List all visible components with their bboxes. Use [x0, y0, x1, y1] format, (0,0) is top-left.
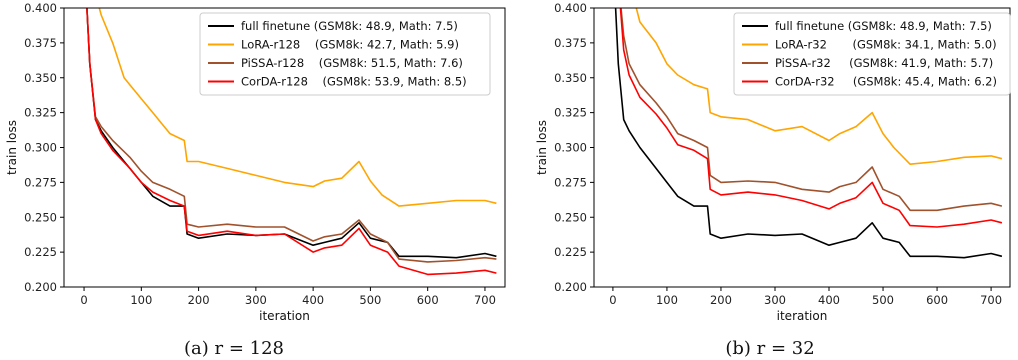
- x-tick-label: 600: [926, 293, 948, 307]
- x-tick-label: 200: [710, 293, 732, 307]
- series-line-lora-r128: [98, 8, 497, 207]
- legend-entry: full finetune (GSM8k: 48.9, Math: 7.5): [241, 19, 458, 33]
- legend-entry: full finetune (GSM8k: 48.9, Math: 7.5): [775, 19, 992, 33]
- x-axis-label: iteration: [259, 309, 310, 323]
- series-line-corda-r128: [86, 8, 497, 276]
- legend-entry: PiSSA-r32 (GSM8k: 41.9, Math: 5.7): [775, 56, 993, 70]
- y-tick-label: 0.375: [554, 36, 587, 50]
- x-tick-label: 300: [764, 293, 786, 307]
- x-tick-label: 500: [359, 293, 381, 307]
- figure-caption: (a) r = 128: [184, 338, 284, 359]
- y-tick-label: 0.375: [24, 36, 57, 50]
- legend: full finetune (GSM8k: 48.9, Math: 7.5) Lo…: [199, 12, 491, 96]
- series-group: [86, 8, 497, 276]
- y-tick-label: 0.350: [24, 71, 57, 85]
- x-tick-label: 600: [417, 293, 439, 307]
- x-tick-label: 200: [188, 293, 210, 307]
- y-tick-label: 0.250: [554, 210, 587, 224]
- x-tick-label: 100: [656, 293, 678, 307]
- x-tick-label: 400: [818, 293, 840, 307]
- y-tick-label: 0.325: [554, 106, 587, 120]
- legend: full finetune (GSM8k: 48.9, Math: 7.5) Lo…: [733, 12, 1011, 96]
- y-tick-label: 0.350: [554, 71, 587, 85]
- legend-entry: LoRA-r32 (GSM8k: 34.1, Math: 5.0): [775, 38, 997, 52]
- y-tick-label: 0.225: [24, 245, 57, 259]
- x-tick-label: 500: [872, 293, 894, 307]
- series-group: [614, 8, 1003, 259]
- y-tick-label: 0.200: [554, 280, 587, 294]
- series-line-corda-r32: [619, 8, 1003, 228]
- y-axis-label: train loss: [5, 120, 19, 175]
- chart-panel-a: 0.200 0.225 0.250 0.275 0.300 0.325 0.350 0.375…: [5, 1, 506, 359]
- series-line-full-finetune: [614, 8, 1003, 259]
- y-tick-label: 0.300: [24, 141, 57, 155]
- y-axis-label: train loss: [535, 120, 549, 175]
- y-tick-label: 0.275: [24, 175, 57, 189]
- y-tick-label: 0.275: [554, 175, 587, 189]
- legend-entry: CorDA-r32 (GSM8k: 45.4, Math: 6.2): [775, 75, 997, 89]
- chart-panel-b: 0.200 0.225 0.250 0.275 0.300 0.325 0.350 0.375…: [535, 1, 1011, 359]
- x-tick-label: 0: [609, 293, 616, 307]
- series-line-lora-r32: [635, 8, 1003, 165]
- y-tick-label: 0.200: [24, 280, 57, 294]
- legend-entry: CorDA-r128 (GSM8k: 53.9, Math: 8.5): [241, 75, 467, 89]
- series-line-pissa-r32: [620, 8, 1003, 212]
- y-tick-label: 0.400: [24, 1, 57, 15]
- x-tick-label: 700: [980, 293, 1002, 307]
- y-tick-label: 0.400: [554, 1, 587, 15]
- series-line-pissa-r128: [86, 8, 497, 263]
- series-line-full-finetune: [86, 8, 497, 259]
- legend-entry: LoRA-r128 (GSM8k: 42.7, Math: 5.9): [241, 38, 459, 52]
- x-tick-label: 400: [302, 293, 324, 307]
- legend-box: [733, 12, 1011, 96]
- y-tick-label: 0.325: [24, 106, 57, 120]
- x-tick-label: 0: [80, 293, 87, 307]
- legend-box: [199, 12, 491, 96]
- y-tick-label: 0.225: [554, 245, 587, 259]
- legend-entry: PiSSA-r128 (GSM8k: 51.5, Math: 7.6): [241, 56, 463, 70]
- y-tick-label: 0.300: [554, 141, 587, 155]
- x-tick-label: 700: [474, 293, 496, 307]
- y-tick-label: 0.250: [24, 210, 57, 224]
- x-tick-label: 100: [130, 293, 152, 307]
- x-tick-label: 300: [245, 293, 267, 307]
- x-axis-label: iteration: [777, 309, 828, 323]
- figure-caption: (b) r = 32: [725, 338, 814, 359]
